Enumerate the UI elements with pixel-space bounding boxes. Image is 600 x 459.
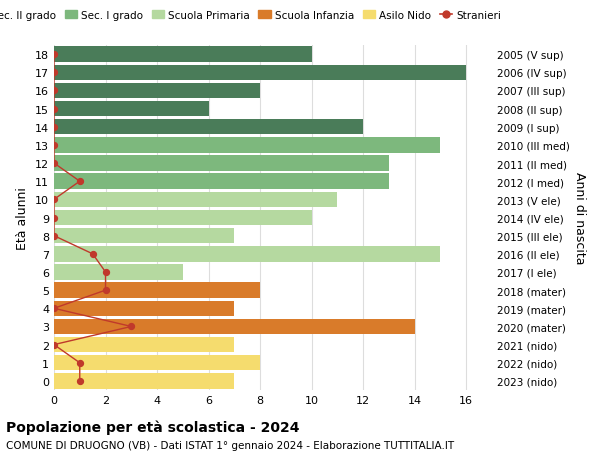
- Bar: [54, 319, 415, 335]
- Bar: [54, 355, 260, 371]
- Point: [49, 69, 59, 77]
- Bar: [54, 246, 440, 262]
- Bar: [54, 373, 235, 389]
- Bar: [54, 156, 389, 171]
- Point: [88, 251, 97, 258]
- Bar: [54, 301, 235, 316]
- Point: [75, 377, 85, 385]
- Point: [101, 287, 110, 294]
- Y-axis label: Anni di nascita: Anni di nascita: [574, 172, 586, 264]
- Legend: Sec. II grado, Sec. I grado, Scuola Primaria, Scuola Infanzia, Asilo Nido, Stran: Sec. II grado, Sec. I grado, Scuola Prim…: [0, 6, 505, 25]
- Y-axis label: Età alunni: Età alunni: [16, 187, 29, 249]
- Point: [49, 305, 59, 312]
- Bar: [54, 229, 235, 244]
- Bar: [54, 65, 466, 81]
- Bar: [54, 84, 260, 99]
- Point: [49, 160, 59, 168]
- Text: Popolazione per età scolastica - 2024: Popolazione per età scolastica - 2024: [6, 420, 299, 435]
- Point: [49, 214, 59, 222]
- Point: [49, 196, 59, 204]
- Bar: [54, 174, 389, 190]
- Point: [49, 142, 59, 149]
- Point: [49, 106, 59, 113]
- Point: [101, 269, 110, 276]
- Bar: [54, 101, 209, 117]
- Bar: [54, 192, 337, 207]
- Bar: [54, 47, 311, 63]
- Point: [49, 341, 59, 348]
- Bar: [54, 337, 235, 353]
- Bar: [54, 138, 440, 153]
- Bar: [54, 283, 260, 298]
- Point: [75, 359, 85, 367]
- Point: [49, 124, 59, 131]
- Bar: [54, 120, 363, 135]
- Bar: [54, 265, 183, 280]
- Point: [49, 51, 59, 59]
- Point: [127, 323, 136, 330]
- Text: COMUNE DI DRUOGNO (VB) - Dati ISTAT 1° gennaio 2024 - Elaborazione TUTTITALIA.IT: COMUNE DI DRUOGNO (VB) - Dati ISTAT 1° g…: [6, 440, 454, 450]
- Point: [49, 232, 59, 240]
- Bar: [54, 210, 311, 226]
- Point: [75, 178, 85, 185]
- Point: [49, 88, 59, 95]
